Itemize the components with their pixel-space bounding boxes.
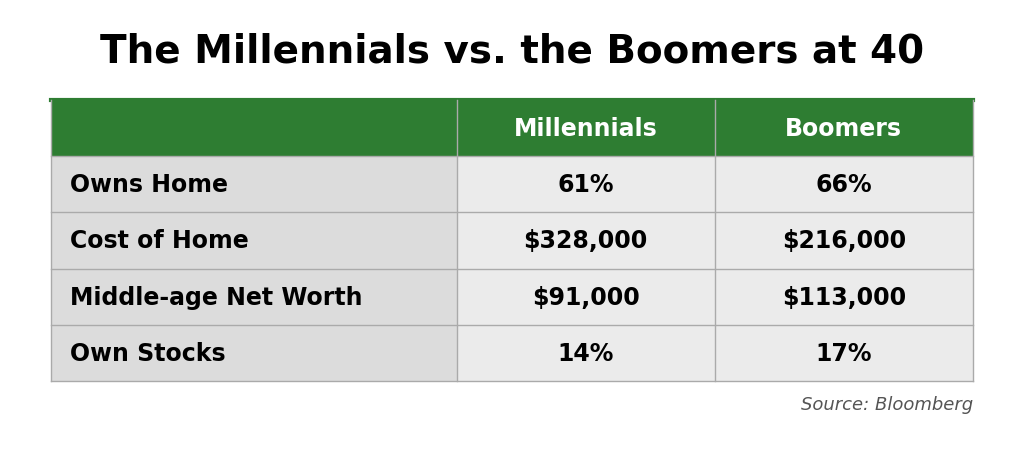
Text: Middle-age Net Worth: Middle-age Net Worth	[70, 285, 362, 309]
Text: 61%: 61%	[557, 173, 614, 197]
Text: Cost of Home: Cost of Home	[70, 229, 249, 253]
Bar	[457, 269, 715, 325]
Bar	[457, 157, 715, 213]
Text: $216,000: $216,000	[781, 229, 906, 253]
Bar	[715, 157, 973, 213]
Text: Boomers: Boomers	[785, 117, 902, 141]
Bar	[51, 269, 457, 325]
Text: Millennials: Millennials	[514, 117, 657, 141]
Text: The Millennials vs. the Boomers at 40: The Millennials vs. the Boomers at 40	[100, 32, 924, 70]
Bar	[715, 269, 973, 325]
Bar	[51, 157, 457, 213]
Bar	[715, 213, 973, 269]
Bar	[457, 101, 715, 157]
Text: 14%: 14%	[557, 341, 614, 365]
Text: 66%: 66%	[815, 173, 872, 197]
Bar	[715, 101, 973, 157]
Text: Source: Bloomberg: Source: Bloomberg	[801, 395, 973, 413]
Bar	[51, 325, 457, 381]
Text: Own Stocks: Own Stocks	[70, 341, 225, 365]
Text: $91,000: $91,000	[531, 285, 640, 309]
Text: 17%: 17%	[815, 341, 872, 365]
Text: $113,000: $113,000	[781, 285, 906, 309]
Text: $328,000: $328,000	[523, 229, 648, 253]
Bar	[457, 325, 715, 381]
Bar	[457, 213, 715, 269]
Text: Owns Home: Owns Home	[70, 173, 227, 197]
Bar	[51, 213, 457, 269]
Bar	[51, 101, 457, 157]
Bar	[715, 325, 973, 381]
